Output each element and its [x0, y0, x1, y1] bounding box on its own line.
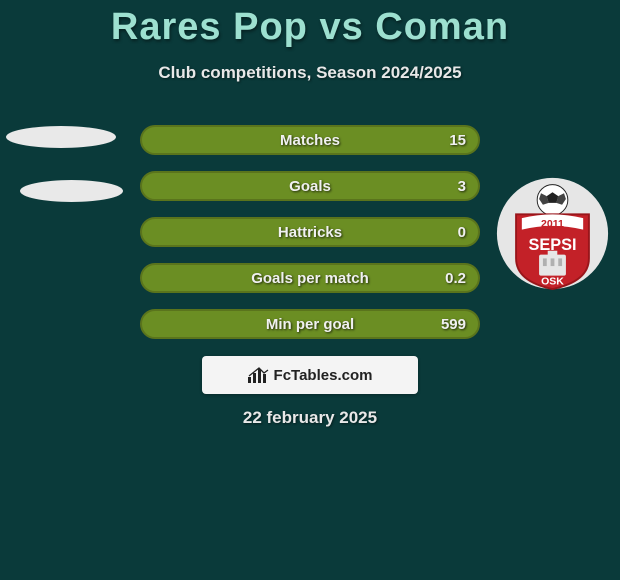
- left-ellipse-1: [6, 126, 116, 148]
- stat-value: 0: [458, 224, 466, 241]
- stat-row-matches: Matches 15: [140, 125, 480, 155]
- stat-label: Goals per match: [251, 270, 369, 287]
- stat-label: Matches: [280, 132, 340, 149]
- stat-label: Hattricks: [278, 224, 342, 241]
- crest-text-2: OSK: [541, 275, 564, 287]
- stat-label: Min per goal: [266, 316, 354, 333]
- site-badge-text: FcTables.com: [274, 367, 373, 384]
- subtitle: Club competitions, Season 2024/2025: [0, 63, 620, 83]
- stat-value: 0.2: [445, 270, 466, 287]
- page-title: Rares Pop vs Coman: [0, 0, 620, 49]
- stat-row-hattricks: Hattricks 0: [140, 217, 480, 247]
- site-badge-label: FcTables.com: [248, 367, 373, 384]
- stat-value: 599: [441, 316, 466, 333]
- team-crest: 2011 SEPSI OSK: [495, 176, 610, 291]
- crest-year: 2011: [541, 218, 564, 230]
- site-badge[interactable]: FcTables.com: [202, 356, 418, 394]
- stat-value: 15: [449, 132, 466, 149]
- bars-icon: [248, 367, 270, 383]
- stat-row-goals: Goals 3: [140, 171, 480, 201]
- stat-row-min-per-goal: Min per goal 599: [140, 309, 480, 339]
- stat-label: Goals: [289, 178, 331, 195]
- left-ellipse-2: [20, 180, 123, 202]
- stats-bars: Matches 15 Goals 3 Hattricks 0 Goals per…: [140, 125, 480, 355]
- stat-value: 3: [458, 178, 466, 195]
- stat-row-goals-per-match: Goals per match 0.2: [140, 263, 480, 293]
- date-label: 22 february 2025: [0, 408, 620, 428]
